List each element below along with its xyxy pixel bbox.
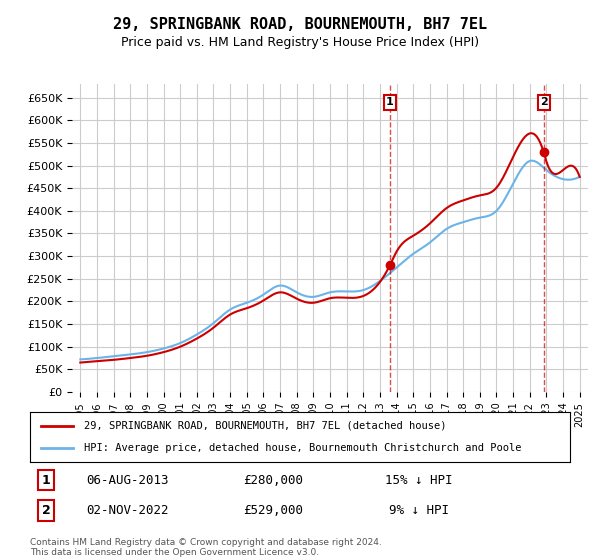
Text: 1: 1 bbox=[386, 97, 394, 108]
Text: £280,000: £280,000 bbox=[243, 474, 303, 487]
Text: Price paid vs. HM Land Registry's House Price Index (HPI): Price paid vs. HM Land Registry's House … bbox=[121, 36, 479, 49]
Text: 2: 2 bbox=[42, 504, 50, 517]
Text: 06-AUG-2013: 06-AUG-2013 bbox=[86, 474, 169, 487]
Text: 15% ↓ HPI: 15% ↓ HPI bbox=[385, 474, 452, 487]
Text: 1: 1 bbox=[42, 474, 50, 487]
Text: Contains HM Land Registry data © Crown copyright and database right 2024.
This d: Contains HM Land Registry data © Crown c… bbox=[30, 538, 382, 557]
Text: 29, SPRINGBANK ROAD, BOURNEMOUTH, BH7 7EL: 29, SPRINGBANK ROAD, BOURNEMOUTH, BH7 7E… bbox=[113, 17, 487, 32]
Text: 02-NOV-2022: 02-NOV-2022 bbox=[86, 504, 169, 517]
Text: HPI: Average price, detached house, Bournemouth Christchurch and Poole: HPI: Average price, detached house, Bour… bbox=[84, 443, 521, 453]
Text: 9% ↓ HPI: 9% ↓ HPI bbox=[389, 504, 449, 517]
Text: 2: 2 bbox=[540, 97, 548, 108]
Text: 29, SPRINGBANK ROAD, BOURNEMOUTH, BH7 7EL (detached house): 29, SPRINGBANK ROAD, BOURNEMOUTH, BH7 7E… bbox=[84, 421, 446, 431]
Text: £529,000: £529,000 bbox=[243, 504, 303, 517]
